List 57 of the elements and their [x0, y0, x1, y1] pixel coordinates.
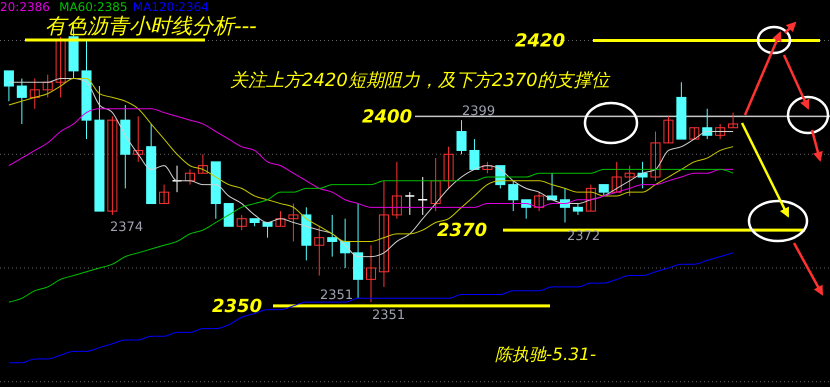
candlestick [663, 116, 674, 144]
annotation: 关注上方2420短期阻力，及下方2370的支撑位 [230, 70, 611, 91]
candlestick [456, 120, 467, 155]
text: MA120:2364 [132, 0, 209, 14]
candlestick [224, 203, 234, 227]
candlestick [715, 123, 726, 140]
ref-line-label: 2400 [362, 106, 412, 128]
candlestick [650, 131, 661, 182]
candlestick [366, 244, 376, 303]
candlestick [56, 36, 66, 98]
annotation: 陈执驰-5.31- [495, 345, 596, 365]
candlestick [262, 222, 273, 238]
candlestick [430, 158, 441, 212]
ref-line-label: 2370 [437, 220, 488, 242]
annotation: 2351 [320, 288, 354, 304]
annotation: 2351 [372, 308, 406, 324]
candlestick [378, 180, 389, 288]
annotation: 2374 [110, 220, 144, 235]
candlestick [327, 214, 338, 258]
candlestick [198, 154, 208, 174]
candlestick [586, 184, 596, 212]
candlestick [598, 184, 609, 196]
text: 20:2386 [0, 0, 50, 14]
candlestick [572, 203, 583, 216]
candlestick [482, 161, 492, 174]
candlestick [612, 161, 622, 193]
candlestick [16, 78, 27, 124]
annotation: 2399 [462, 104, 496, 120]
candlestick [689, 127, 700, 140]
candlestick [534, 192, 544, 212]
candlestick [624, 165, 635, 196]
candlestick [728, 112, 738, 128]
candlestick [133, 116, 144, 162]
candlestick [288, 203, 298, 242]
candlestick [4, 70, 14, 102]
candlestick [314, 226, 324, 276]
candlestick [30, 78, 40, 110]
candlestick [404, 192, 416, 216]
candlestick [236, 214, 247, 231]
candlestick [172, 165, 182, 193]
candlestick [702, 108, 712, 140]
text: 有色沥青小时线分析--- [45, 14, 257, 38]
candlestick [469, 138, 480, 170]
candlestick [444, 146, 454, 189]
annotation: 2372 [567, 229, 600, 244]
candlestick [184, 168, 195, 186]
candlestick [417, 176, 428, 216]
candlestick [42, 74, 53, 98]
candlestick [547, 172, 558, 200]
candlestick [275, 210, 286, 227]
candlestick [392, 161, 402, 220]
ref-line-label: 2350 [212, 296, 262, 317]
text: MA60:2385 [59, 0, 128, 14]
ref-line-label: 2420 [515, 30, 566, 52]
candlestick [107, 116, 118, 216]
candlestick [508, 180, 518, 212]
candlestick [159, 184, 170, 204]
